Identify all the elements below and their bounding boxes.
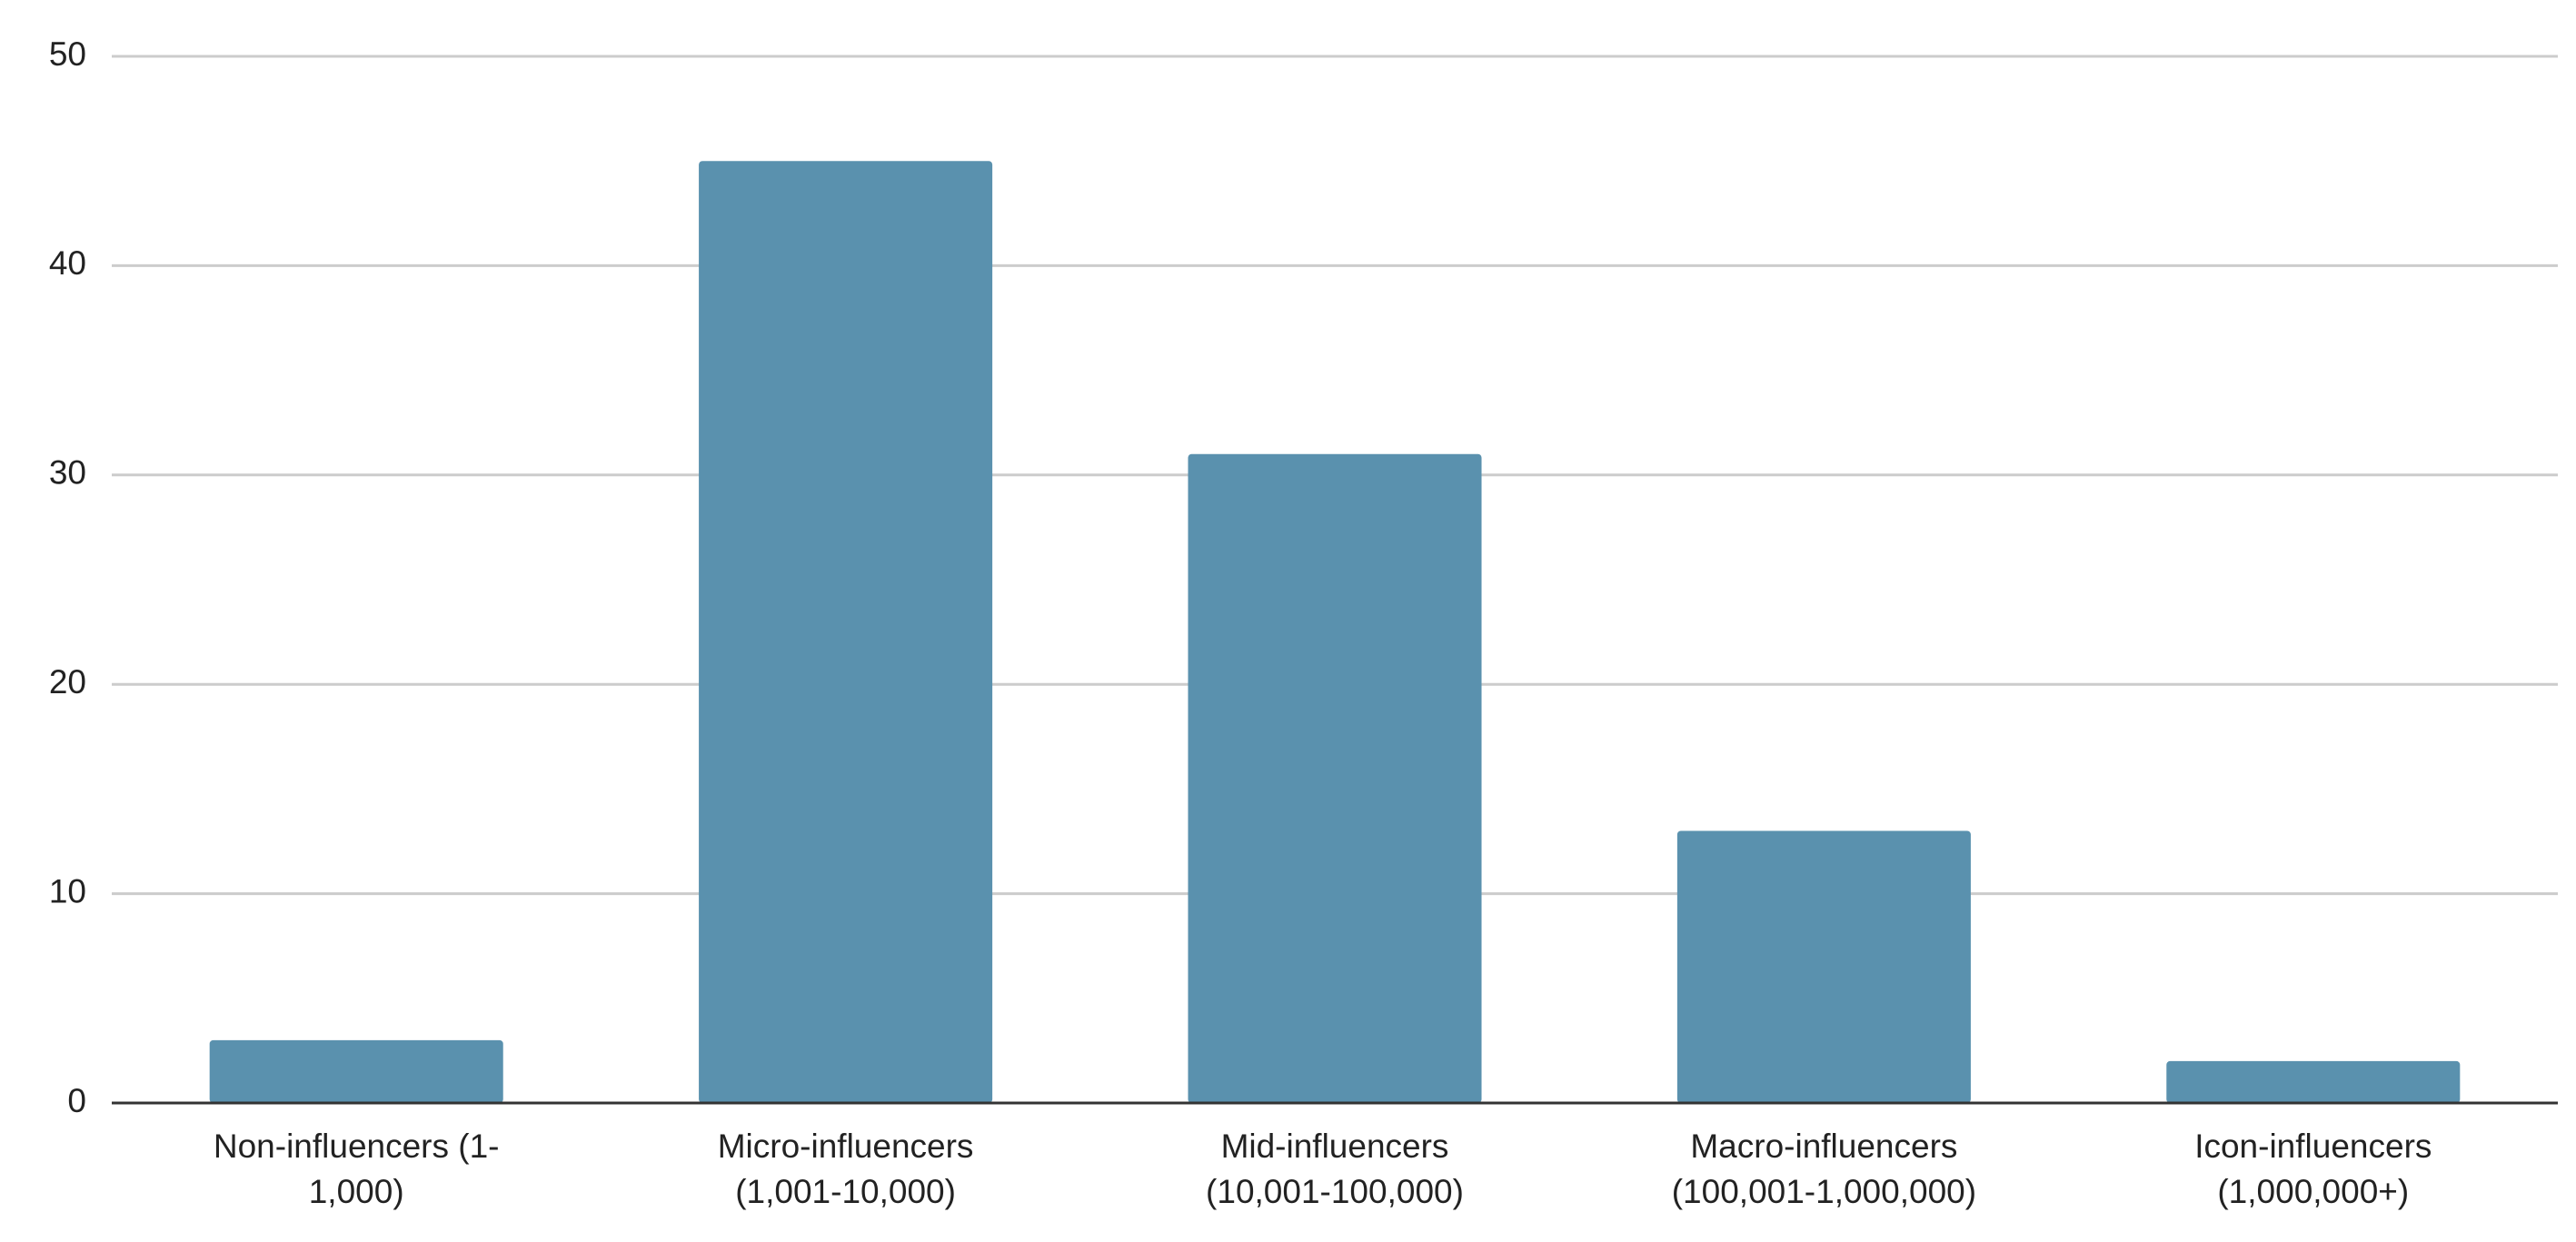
x-tick-label: (10,001-100,000) [1206, 1173, 1464, 1210]
x-tick-label: Mid-influencers [1221, 1128, 1449, 1165]
bar [2166, 1060, 2461, 1103]
x-tick-label: Icon-influencers [2194, 1128, 2432, 1165]
bar [209, 1039, 503, 1103]
y-tick-label: 10 [49, 872, 86, 909]
x-tick-label: Macro-influencers [1690, 1128, 1957, 1165]
bar [1676, 830, 1971, 1103]
x-tick-label: Micro-influencers [718, 1128, 974, 1165]
x-tick-label: (1,001-10,000) [735, 1173, 956, 1210]
y-tick-label: 20 [49, 663, 86, 700]
y-tick-label: 40 [49, 244, 86, 282]
y-tick-label: 50 [49, 35, 86, 73]
y-tick-label: 0 [67, 1082, 86, 1119]
x-tick-label: (1,000,000+) [2217, 1173, 2409, 1210]
x-tick-label: 1,000) [309, 1173, 404, 1210]
x-tick-label: Non-influencers (1- [214, 1128, 500, 1165]
x-tick-label: (100,001-1,000,000) [1672, 1173, 1976, 1210]
bar [699, 161, 993, 1104]
y-tick-label: 30 [49, 454, 86, 492]
bar [1188, 453, 1482, 1103]
